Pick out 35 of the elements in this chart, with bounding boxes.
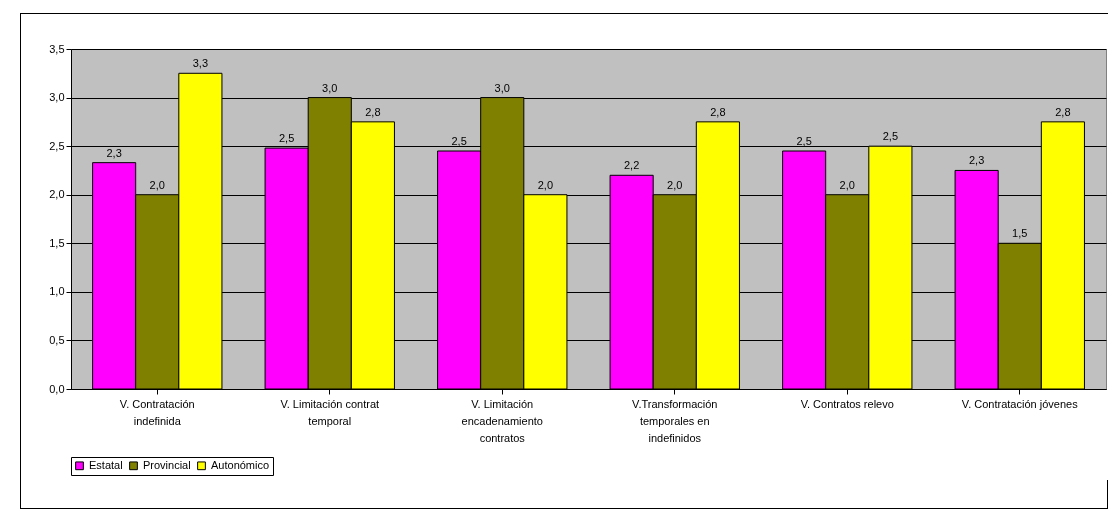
data-label: 3,3: [192, 57, 209, 70]
data-label: 1,5: [1012, 227, 1028, 240]
data-label: 2,5: [278, 132, 295, 145]
x-tick-label: V. Limitación contrat temporal: [280, 397, 380, 427]
x-tick-label: V. Contratos relevo: [800, 397, 894, 410]
y-tick-label: 0,5: [49, 333, 65, 346]
x-tick-label: V. Contratación indefinida: [119, 397, 195, 427]
legend-label: Estatal: [89, 458, 123, 471]
data-label: 2,0: [537, 178, 554, 191]
x-tick-label: V.Transformación temporales en indefinidos: [632, 397, 718, 444]
y-tick-label: 2,5: [49, 139, 65, 152]
data-label: 2,3: [968, 154, 985, 167]
data-label: 2,3: [106, 146, 122, 159]
data-label: 2,0: [667, 178, 683, 191]
data-label: 2,5: [796, 135, 812, 147]
x-tick-label: V. Contratación jóvenes: [961, 397, 1079, 410]
x-tick-label: V. Limitación encadenamiento contratos: [461, 397, 543, 444]
y-tick-label: 2,0: [49, 188, 65, 201]
data-label: 2,2: [623, 159, 640, 172]
data-label: 3,0: [322, 81, 338, 94]
data-label: 2,0: [149, 178, 165, 191]
data-label: 2,8: [365, 105, 381, 118]
y-tick-label: 1,5: [49, 236, 65, 249]
legend-label: Autonómico: [211, 458, 270, 471]
y-tick-label: 3,0: [49, 91, 65, 104]
data-label: 2,5: [882, 130, 899, 143]
y-tick-label: 1,0: [49, 285, 65, 298]
data-label: 3,0: [494, 81, 510, 94]
y-tick-label: 0,0: [49, 382, 65, 395]
data-label: 2,8: [710, 105, 726, 118]
data-label: 2,8: [1055, 105, 1071, 118]
data-label: 2,5: [451, 135, 467, 147]
y-tick-label: 3,5: [49, 42, 65, 55]
data-label: 2,0: [839, 178, 855, 191]
legend-label: Provincial: [143, 458, 191, 471]
